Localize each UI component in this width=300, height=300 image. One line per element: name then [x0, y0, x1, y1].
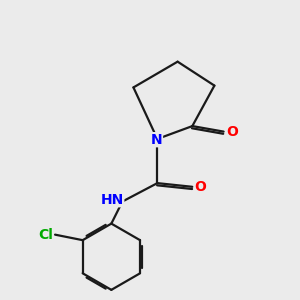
- Text: N: N: [151, 133, 162, 147]
- Text: O: O: [194, 180, 206, 194]
- Text: O: O: [226, 124, 238, 139]
- Text: HN: HN: [100, 193, 124, 207]
- Text: Cl: Cl: [38, 228, 53, 242]
